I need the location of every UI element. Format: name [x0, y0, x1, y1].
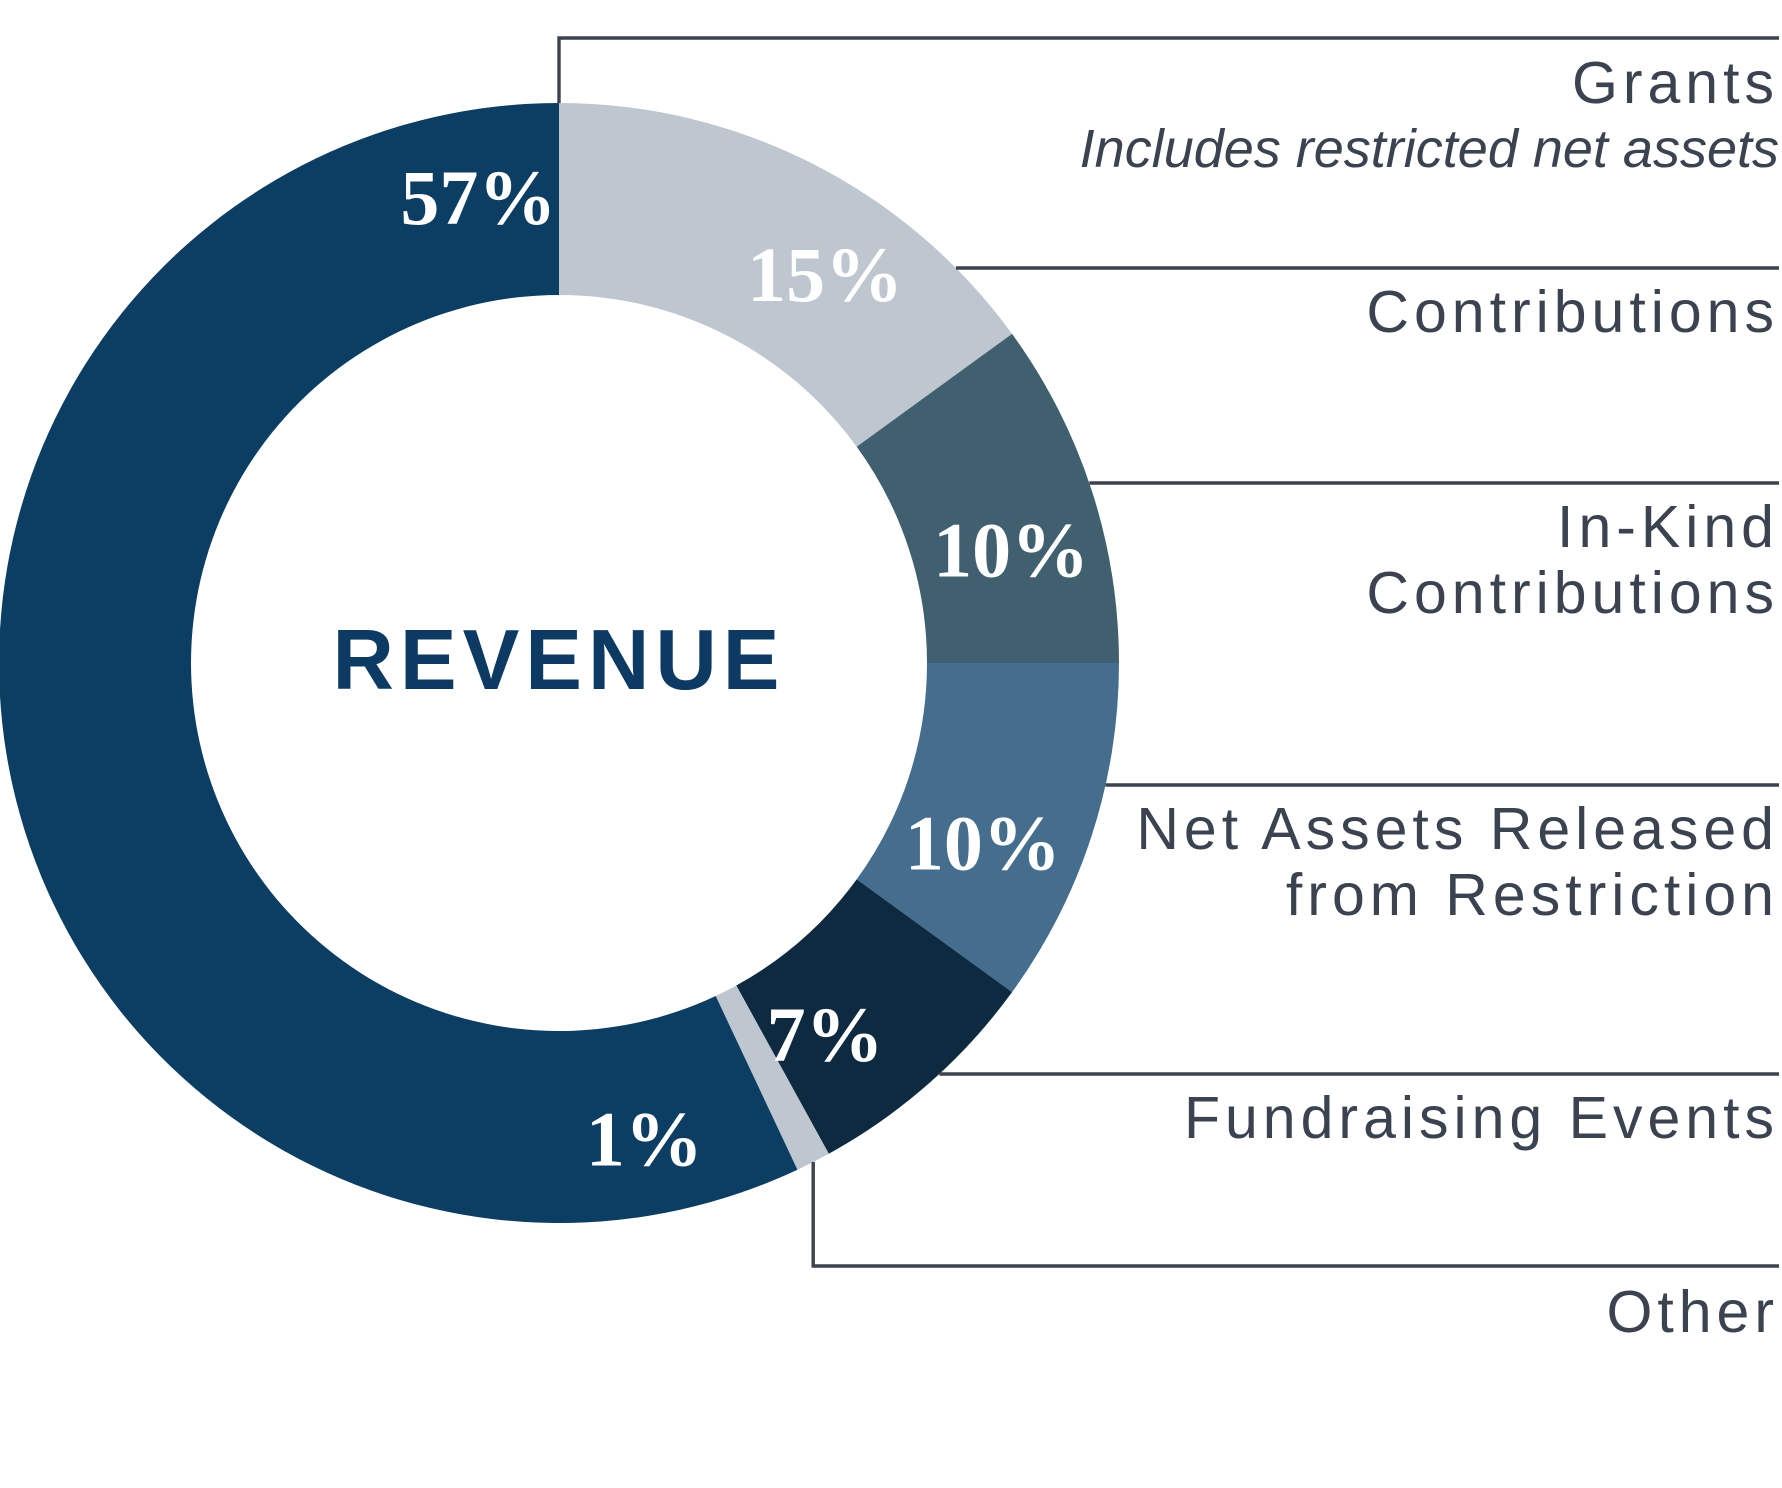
svg-text:Contributions: Contributions — [1366, 279, 1779, 345]
svg-text:Includes restricted net assets: Includes restricted net assets — [1080, 119, 1779, 179]
svg-text:REVENUE: REVENUE — [333, 613, 786, 708]
svg-text:15%: 15% — [747, 231, 903, 318]
svg-text:Grants: Grants — [1572, 50, 1779, 116]
svg-text:from Restriction: from Restriction — [1286, 862, 1779, 928]
svg-text:Other: Other — [1606, 1279, 1779, 1345]
svg-text:10%: 10% — [905, 800, 1061, 887]
svg-text:57%: 57% — [400, 154, 556, 241]
svg-text:7%: 7% — [767, 991, 884, 1078]
svg-text:1%: 1% — [586, 1095, 703, 1182]
svg-text:Fundraising Events: Fundraising Events — [1184, 1085, 1779, 1151]
svg-text:10%: 10% — [933, 507, 1089, 594]
svg-text:Net Assets Released: Net Assets Released — [1136, 796, 1779, 862]
svg-text:Contributions: Contributions — [1366, 560, 1779, 626]
svg-text:In-Kind: In-Kind — [1557, 494, 1779, 560]
